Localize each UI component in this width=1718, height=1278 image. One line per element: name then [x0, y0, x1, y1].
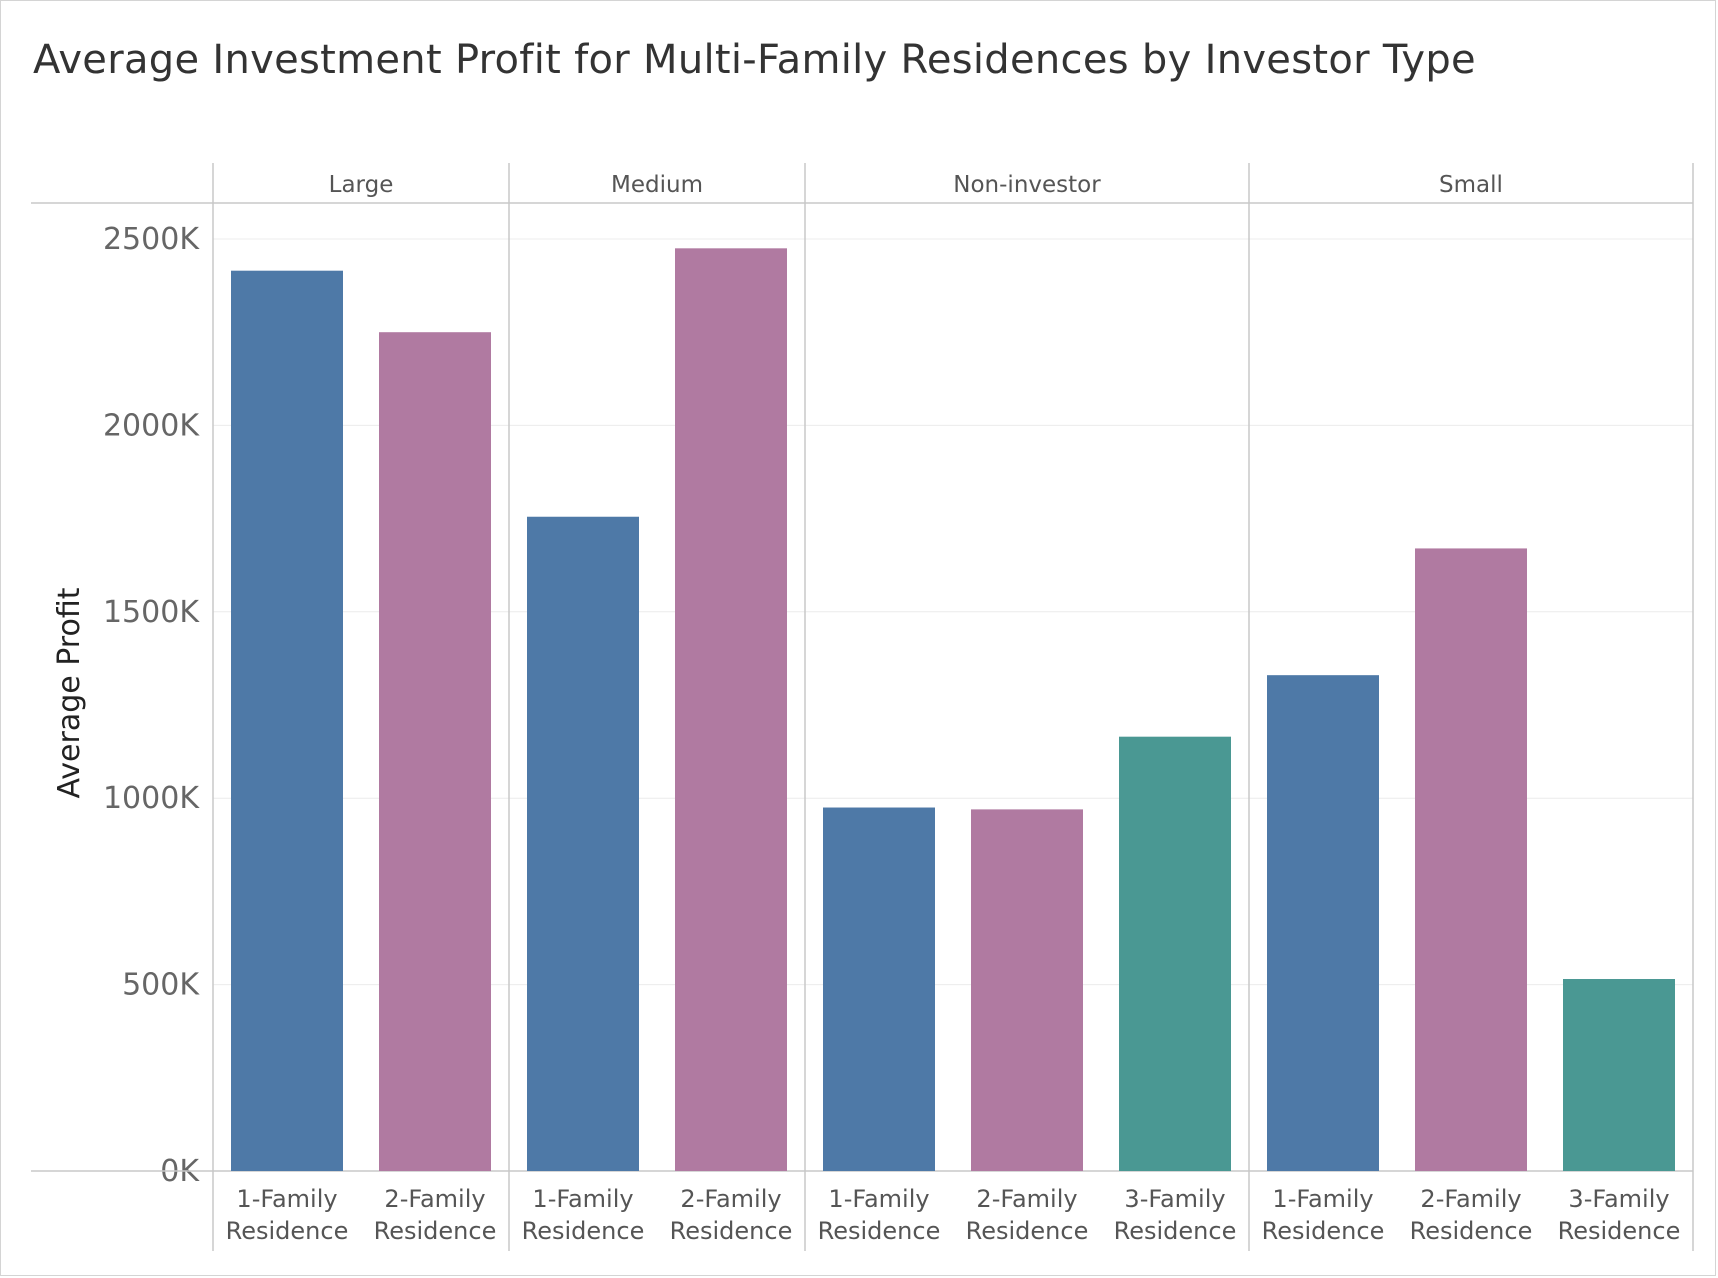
y-tick-label: 1000K — [103, 781, 200, 816]
x-tick-label: Residence — [670, 1217, 793, 1245]
x-tick-label: Residence — [1114, 1217, 1237, 1245]
x-tick-label: Residence — [374, 1217, 497, 1245]
x-tick-label: Residence — [522, 1217, 645, 1245]
panel-label-small: Small — [1439, 172, 1503, 198]
x-tick-label: 2-Family — [384, 1185, 485, 1213]
bar — [823, 807, 935, 1171]
y-tick-label: 500K — [122, 968, 200, 1003]
panel-label-medium: Medium — [611, 172, 703, 198]
x-tick-label: 2-Family — [680, 1185, 781, 1213]
bar — [1415, 548, 1527, 1171]
bar — [1267, 675, 1379, 1171]
y-tick-label: 2000K — [103, 408, 200, 443]
y-axis-label: Average Profit — [52, 587, 87, 798]
bar — [1119, 736, 1231, 1171]
x-tick-label: Residence — [226, 1217, 349, 1245]
x-tick-label: Residence — [1262, 1217, 1385, 1245]
x-tick-label: 1-Family — [828, 1185, 929, 1213]
bar — [971, 809, 1083, 1171]
x-tick-label: Residence — [1558, 1217, 1681, 1245]
x-tick-label: 3-Family — [1124, 1185, 1225, 1213]
x-tick-label: 2-Family — [976, 1185, 1077, 1213]
bar — [527, 516, 639, 1171]
bar — [231, 270, 343, 1171]
x-tick-label: Residence — [966, 1217, 1089, 1245]
x-tick-label: 3-Family — [1568, 1185, 1669, 1213]
y-tick-label: 1500K — [103, 595, 200, 630]
x-tick-label: 1-Family — [1272, 1185, 1373, 1213]
x-tick-label: Residence — [1410, 1217, 1533, 1245]
bar — [1563, 979, 1675, 1171]
panel-label-large: Large — [329, 172, 394, 198]
bar — [379, 332, 491, 1171]
x-tick-label: 1-Family — [236, 1185, 337, 1213]
chart-title: Average Investment Profit for Multi-Fami… — [33, 37, 1476, 83]
x-tick-label: 1-Family — [532, 1185, 633, 1213]
x-tick-label: 2-Family — [1420, 1185, 1521, 1213]
x-tick-label: Residence — [818, 1217, 941, 1245]
bar — [675, 248, 787, 1171]
panel-label-non-investor: Non-investor — [953, 172, 1101, 198]
y-tick-label: 2500K — [103, 222, 200, 257]
